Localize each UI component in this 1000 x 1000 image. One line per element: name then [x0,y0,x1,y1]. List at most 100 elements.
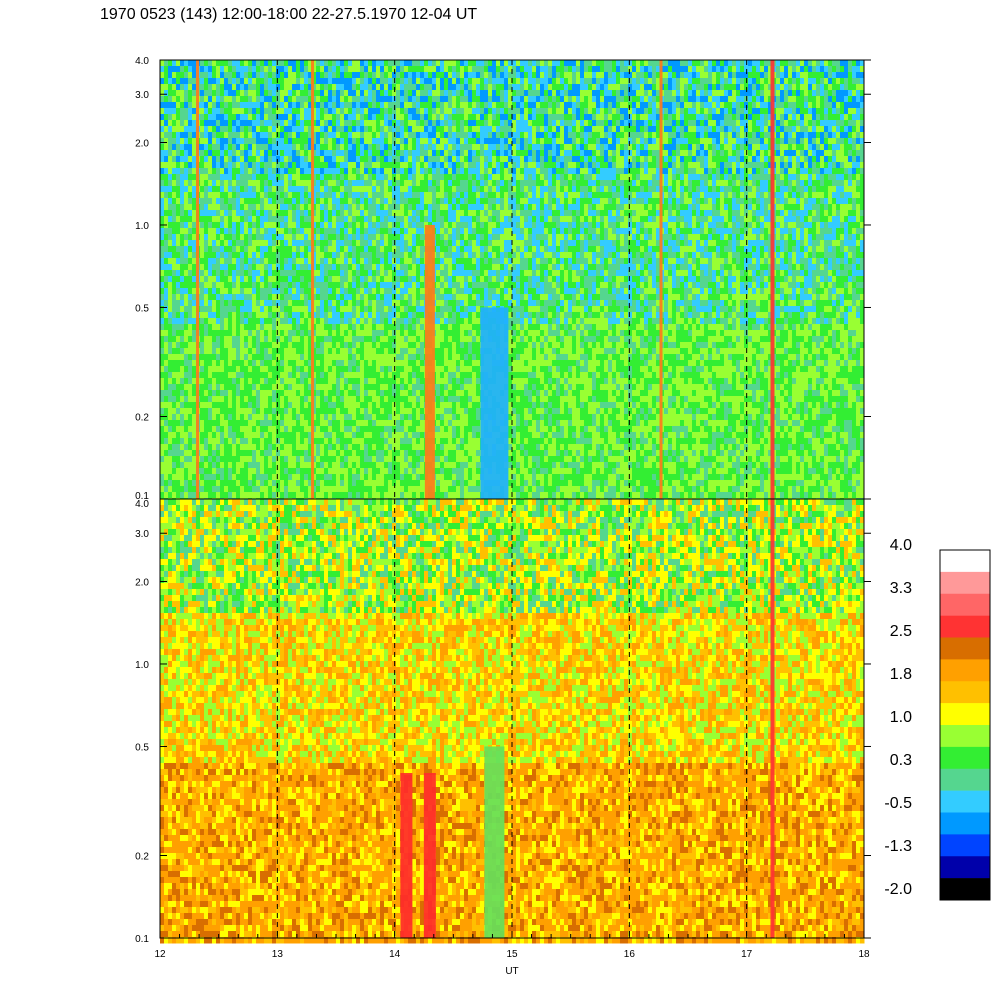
heatmap-cell [300,354,305,361]
heatmap-cell [276,258,281,265]
heatmap-cell [264,312,269,319]
heatmap-cell [244,90,249,97]
heatmap-cell [304,90,309,97]
heatmap-cell [272,126,277,133]
heatmap-cell [388,198,393,205]
heatmap-cell [388,444,393,451]
heatmap-cell [320,324,325,331]
heatmap-cell [428,126,433,133]
heatmap-cell [364,240,369,247]
heatmap-cell [340,342,345,349]
heatmap-cell [188,282,193,289]
heatmap-cell [276,120,281,127]
heatmap-cell [416,438,421,445]
heatmap-cell [300,378,305,385]
heatmap-cell [372,138,377,145]
heatmap-cell [248,246,253,253]
heatmap-cell [304,390,309,397]
heatmap-cell [336,228,341,235]
heatmap-cell [296,306,301,313]
heatmap-cell [248,108,253,115]
heatmap-cell [280,492,285,499]
heatmap-cell [204,420,209,427]
heatmap-cell [340,216,345,223]
heatmap-cell [308,462,313,469]
heatmap-cell [376,426,381,433]
heatmap-cell [236,444,241,451]
heatmap-cell [344,294,349,301]
heatmap-cell [284,348,289,355]
heatmap-cell [244,432,249,439]
heatmap-cell [288,492,293,499]
heatmap-cell [256,300,261,307]
heatmap-cell [336,366,341,373]
heatmap-cell [160,150,165,157]
heatmap-cell [168,402,173,409]
heatmap-cell [328,120,333,127]
heatmap-cell [320,252,325,259]
heatmap-cell [360,90,365,97]
heatmap-cell [352,138,357,145]
heatmap-cell [396,324,401,331]
heatmap-cell [244,288,249,295]
heatmap-cell [168,312,173,319]
heatmap-cell [204,108,209,115]
heatmap-cell [364,258,369,265]
heatmap-cell [224,60,229,67]
heatmap-cell [404,138,409,145]
heatmap-cell [292,384,297,391]
heatmap-cell [244,486,249,493]
heatmap-cell [204,84,209,91]
heatmap-cell [192,492,197,499]
heatmap-cell [376,414,381,421]
heatmap-cell [252,480,257,487]
heatmap-cell [368,66,373,73]
heatmap-cell [240,312,245,319]
heatmap-cell [192,90,197,97]
heatmap-cell [236,330,241,337]
heatmap-cell [308,168,313,175]
heatmap-cell [428,180,433,187]
heatmap-cell [268,390,273,397]
heatmap-cell [240,468,245,475]
heatmap-cell [384,384,389,391]
heatmap-cell [316,246,321,253]
heatmap-cell [312,270,317,277]
heatmap-cell [424,90,429,97]
heatmap-cell [168,138,173,145]
heatmap-cell [396,180,401,187]
heatmap-cell [320,486,325,493]
heatmap-cell [228,378,233,385]
heatmap-cell [328,150,333,157]
heatmap-cell [168,126,173,133]
heatmap-cell [240,186,245,193]
heatmap-cell [264,228,269,235]
heatmap-cell [300,258,305,265]
heatmap-cell [164,174,169,181]
heatmap-cell [368,150,373,157]
heatmap-cell [412,234,417,241]
heatmap-cell [216,180,221,187]
heatmap-cell [264,396,269,403]
heatmap-cell [372,456,377,463]
heatmap-cell [336,336,341,343]
heatmap-cell [380,228,385,235]
heatmap-cell [240,270,245,277]
heatmap-cell [220,246,225,253]
heatmap-cell [356,234,361,241]
heatmap-cell [256,360,261,367]
heatmap-cell [212,354,217,361]
heatmap-cell [396,468,401,475]
heatmap-cell [388,210,393,217]
heatmap-cell [364,468,369,475]
heatmap-cell [284,78,289,85]
heatmap-cell [324,330,329,337]
heatmap-cell [336,240,341,247]
heatmap-cell [396,492,401,499]
heatmap-cell [296,288,301,295]
heatmap-cell [348,66,353,73]
heatmap-cell [288,84,293,91]
heatmap-cell [284,228,289,235]
heatmap-cell [420,444,425,451]
heatmap-cell [404,192,409,199]
